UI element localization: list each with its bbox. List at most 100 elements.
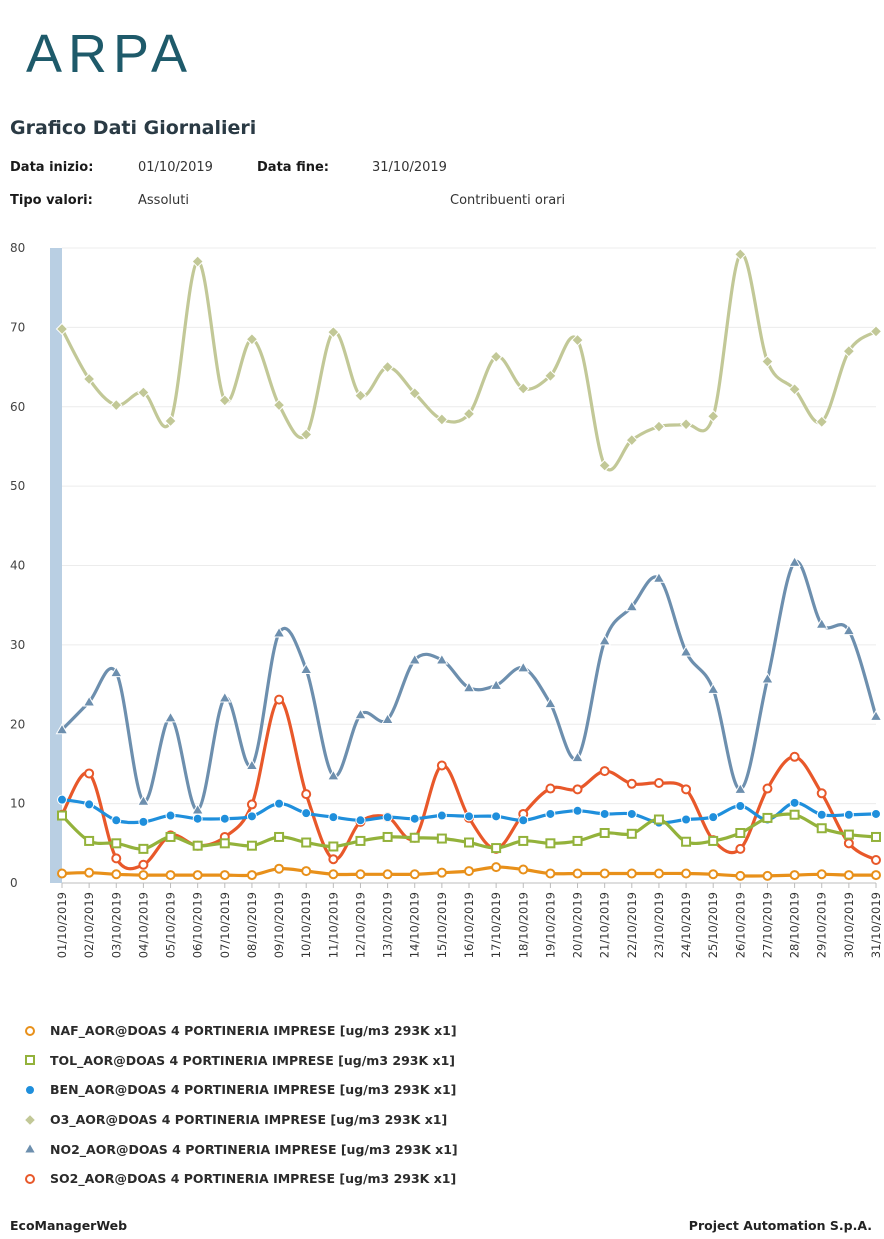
start-date-label: Data inizio:	[10, 160, 94, 175]
legend-item[interactable]: NAF_AOR@DOAS 4 PORTINERIA IMPRESE [ug/m3…	[22, 1016, 458, 1046]
x-tick-label: 30/10/2019	[842, 892, 856, 958]
legend-marker-icon	[23, 1142, 37, 1154]
legend-item[interactable]: NO2_AOR@DOAS 4 PORTINERIA IMPRESE [ug/m3…	[22, 1134, 458, 1164]
y-tick-label: 30	[10, 638, 25, 652]
data-point	[165, 831, 176, 842]
data-point	[192, 840, 203, 851]
legend-marker-icon	[25, 1025, 35, 1036]
x-tick-label: 20/10/2019	[571, 892, 585, 958]
x-tick-label: 19/10/2019	[543, 892, 557, 958]
data-point	[761, 672, 774, 684]
x-tick-label: 25/10/2019	[706, 892, 720, 958]
data-point	[571, 333, 584, 347]
y-tick-label: 20	[10, 717, 25, 731]
data-point	[245, 759, 259, 771]
data-point	[219, 813, 230, 824]
data-point	[869, 709, 883, 721]
data-point	[137, 794, 150, 806]
data-point	[137, 386, 150, 399]
data-point	[57, 794, 67, 805]
data-point	[301, 808, 312, 819]
series-naf	[57, 862, 881, 881]
data-point	[843, 870, 854, 881]
legend-label: O3_AOR@DOAS 4 PORTINERIA IMPRESE [ug/m3 …	[50, 1112, 448, 1128]
data-point	[653, 868, 664, 879]
data-point	[110, 398, 123, 412]
data-point	[246, 870, 257, 881]
end-date-label: Data fine:	[257, 160, 329, 175]
x-tick-label: 22/10/2019	[625, 892, 639, 958]
data-point	[815, 415, 828, 429]
data-point	[653, 814, 664, 825]
data-point	[409, 869, 420, 880]
data-point	[599, 808, 610, 819]
legend-label: SO2_AOR@DOAS 4 PORTINERIA IMPRESE [ug/m3…	[50, 1171, 457, 1187]
data-point	[111, 815, 122, 826]
data-point	[328, 841, 339, 852]
legend-label: BEN_AOR@DOAS 4 PORTINERIA IMPRESE [ug/m3…	[50, 1082, 457, 1098]
data-point	[138, 843, 149, 854]
data-point	[354, 389, 367, 402]
legend-label: TOL_AOR@DOAS 4 PORTINERIA IMPRESE [ug/m3…	[50, 1052, 455, 1068]
data-point	[625, 433, 639, 447]
legend-marker-shape	[23, 1142, 37, 1154]
data-point	[299, 428, 313, 441]
data-point	[544, 697, 557, 709]
data-point	[326, 769, 340, 781]
data-point	[598, 634, 612, 646]
legend-item[interactable]: SO2_AOR@DOAS 4 PORTINERIA IMPRESE [ug/m3…	[22, 1164, 458, 1194]
x-tick-label: 23/10/2019	[652, 892, 666, 958]
data-point	[436, 810, 447, 821]
data-point	[301, 789, 312, 800]
x-tick-label: 28/10/2019	[788, 892, 802, 958]
data-point	[761, 355, 774, 368]
y-tick-label: 0	[10, 876, 18, 890]
data-point	[518, 815, 529, 826]
data-point	[464, 811, 474, 822]
daily-chart: 0 10 20 30 40 50 60 70 80 01/10/2019 02/10/2019 03/…	[10, 241, 883, 958]
data-point	[789, 809, 800, 820]
x-tick-label: 14/10/2019	[408, 892, 422, 958]
legend-item[interactable]: O3_AOR@DOAS 4 PORTINERIA IMPRESE [ug/m3 …	[22, 1105, 458, 1135]
data-point	[274, 863, 285, 874]
data-point	[816, 809, 827, 820]
data-point	[626, 778, 637, 789]
x-tick-label: 05/10/2019	[164, 892, 178, 958]
legend-label: NO2_AOR@DOAS 4 PORTINERIA IMPRESE [ug/m3…	[50, 1141, 458, 1157]
series-no2	[55, 555, 883, 815]
data-point	[164, 414, 177, 428]
data-point	[272, 626, 286, 638]
data-point	[382, 831, 393, 842]
page-title: Grafico Dati Giornalieri	[10, 117, 257, 139]
data-point	[435, 413, 449, 426]
data-point	[381, 360, 394, 374]
data-point	[706, 410, 720, 423]
data-point	[788, 383, 801, 396]
data-point	[109, 666, 123, 678]
data-point	[708, 869, 719, 880]
data-point	[708, 835, 719, 846]
data-point	[679, 418, 693, 431]
data-point	[192, 870, 203, 881]
data-point	[436, 867, 447, 878]
x-tick-label: 27/10/2019	[760, 892, 774, 958]
data-point	[788, 555, 801, 567]
data-point	[843, 838, 854, 849]
data-point	[301, 837, 312, 848]
x-tick-label: 11/10/2019	[326, 892, 340, 958]
x-tick-label: 07/10/2019	[218, 892, 232, 958]
data-point	[545, 838, 556, 849]
data-point	[652, 420, 666, 433]
legend-item[interactable]: BEN_AOR@DOAS 4 PORTINERIA IMPRESE [ug/m3…	[22, 1075, 458, 1105]
legend-item[interactable]: TOL_AOR@DOAS 4 PORTINERIA IMPRESE [ug/m3…	[22, 1046, 458, 1076]
data-point	[272, 398, 286, 412]
data-point	[572, 835, 583, 846]
data-point	[572, 805, 583, 816]
data-point	[111, 838, 122, 849]
data-point	[274, 694, 285, 705]
data-point	[599, 827, 610, 838]
data-point	[599, 766, 610, 777]
data-point	[545, 808, 556, 819]
y-axis-bar	[50, 248, 62, 883]
data-point	[354, 708, 367, 720]
